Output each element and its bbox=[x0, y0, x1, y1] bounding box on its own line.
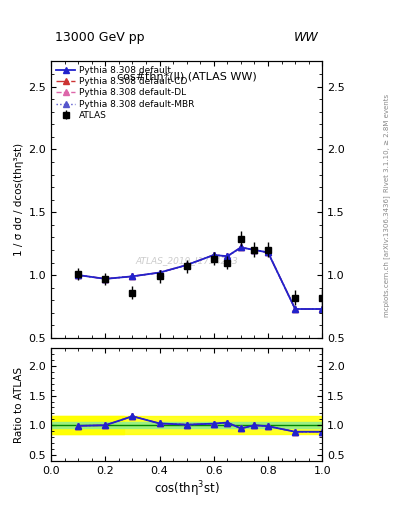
Text: 13000 GeV pp: 13000 GeV pp bbox=[55, 31, 145, 44]
Pythia 8.308 default-CD bbox=[76, 272, 81, 278]
Pythia 8.308 default bbox=[211, 252, 216, 258]
Text: WW: WW bbox=[294, 31, 318, 44]
Pythia 8.308 default-CD bbox=[320, 306, 325, 312]
Pythia 8.308 default bbox=[103, 276, 108, 282]
Pythia 8.308 default-CD bbox=[184, 262, 189, 268]
Pythia 8.308 default-DL bbox=[252, 247, 257, 253]
Pythia 8.308 default bbox=[239, 244, 243, 250]
Pythia 8.308 default-DL bbox=[266, 249, 270, 255]
Pythia 8.308 default-MBR bbox=[266, 249, 270, 255]
Pythia 8.308 default-DL bbox=[76, 272, 81, 278]
Pythia 8.308 default-DL bbox=[239, 244, 243, 250]
Pythia 8.308 default-CD bbox=[103, 276, 108, 282]
Bar bbox=[51, 422, 322, 428]
Pythia 8.308 default-DL bbox=[225, 253, 230, 259]
Pythia 8.308 default bbox=[76, 272, 81, 278]
Pythia 8.308 default-DL bbox=[211, 252, 216, 258]
X-axis label: $\cos(\rm{th}\eta^3\rm{st})$: $\cos(\rm{th}\eta^3\rm{st})$ bbox=[154, 480, 220, 499]
Pythia 8.308 default-MBR bbox=[293, 306, 298, 312]
Pythia 8.308 default-MBR bbox=[157, 269, 162, 275]
Pythia 8.308 default-CD bbox=[293, 306, 298, 312]
Pythia 8.308 default-MBR bbox=[184, 262, 189, 268]
Pythia 8.308 default-DL bbox=[293, 306, 298, 312]
Pythia 8.308 default bbox=[157, 269, 162, 275]
Pythia 8.308 default-CD bbox=[239, 244, 243, 250]
Pythia 8.308 default-MBR bbox=[130, 273, 135, 280]
Line: Pythia 8.308 default-MBR: Pythia 8.308 default-MBR bbox=[75, 245, 325, 312]
Pythia 8.308 default-DL bbox=[103, 276, 108, 282]
Y-axis label: Ratio to ATLAS: Ratio to ATLAS bbox=[14, 367, 24, 442]
Pythia 8.308 default-MBR bbox=[320, 306, 325, 312]
Text: ATLAS_2019_I1734263: ATLAS_2019_I1734263 bbox=[135, 256, 238, 265]
Pythia 8.308 default-MBR bbox=[211, 252, 216, 258]
Text: Rivet 3.1.10, ≥ 2.8M events: Rivet 3.1.10, ≥ 2.8M events bbox=[384, 94, 390, 193]
Pythia 8.308 default bbox=[225, 253, 230, 259]
Pythia 8.308 default bbox=[252, 247, 257, 253]
Pythia 8.308 default-CD bbox=[252, 247, 257, 253]
Pythia 8.308 default bbox=[266, 249, 270, 255]
Pythia 8.308 default-MBR bbox=[103, 276, 108, 282]
Pythia 8.308 default-DL bbox=[130, 273, 135, 280]
Line: Pythia 8.308 default-CD: Pythia 8.308 default-CD bbox=[75, 245, 325, 312]
Pythia 8.308 default-CD bbox=[130, 273, 135, 280]
Pythia 8.308 default-DL bbox=[157, 269, 162, 275]
Pythia 8.308 default-CD bbox=[157, 269, 162, 275]
Pythia 8.308 default bbox=[293, 306, 298, 312]
Pythia 8.308 default-CD bbox=[266, 249, 270, 255]
Pythia 8.308 default-DL bbox=[320, 306, 325, 312]
Line: Pythia 8.308 default-DL: Pythia 8.308 default-DL bbox=[75, 245, 325, 312]
Pythia 8.308 default-CD bbox=[211, 252, 216, 258]
Pythia 8.308 default-MBR bbox=[76, 272, 81, 278]
Pythia 8.308 default-DL bbox=[184, 262, 189, 268]
Pythia 8.308 default bbox=[184, 262, 189, 268]
Pythia 8.308 default-MBR bbox=[239, 244, 243, 250]
Pythia 8.308 default-CD bbox=[225, 253, 230, 259]
Line: Pythia 8.308 default: Pythia 8.308 default bbox=[75, 245, 325, 312]
Legend: Pythia 8.308 default, Pythia 8.308 default-CD, Pythia 8.308 default-DL, Pythia 8: Pythia 8.308 default, Pythia 8.308 defau… bbox=[54, 64, 196, 122]
Y-axis label: 1 / σ dσ / dcos(thη³st): 1 / σ dσ / dcos(thη³st) bbox=[14, 143, 24, 256]
Pythia 8.308 default-MBR bbox=[252, 247, 257, 253]
Pythia 8.308 default bbox=[130, 273, 135, 280]
Text: cos#thη*(ll) (ATLAS WW): cos#thη*(ll) (ATLAS WW) bbox=[117, 73, 257, 82]
Pythia 8.308 default-MBR bbox=[225, 253, 230, 259]
Bar bbox=[51, 416, 322, 434]
Text: mcplots.cern.ch [arXiv:1306.3436]: mcplots.cern.ch [arXiv:1306.3436] bbox=[384, 195, 391, 317]
Pythia 8.308 default bbox=[320, 306, 325, 312]
